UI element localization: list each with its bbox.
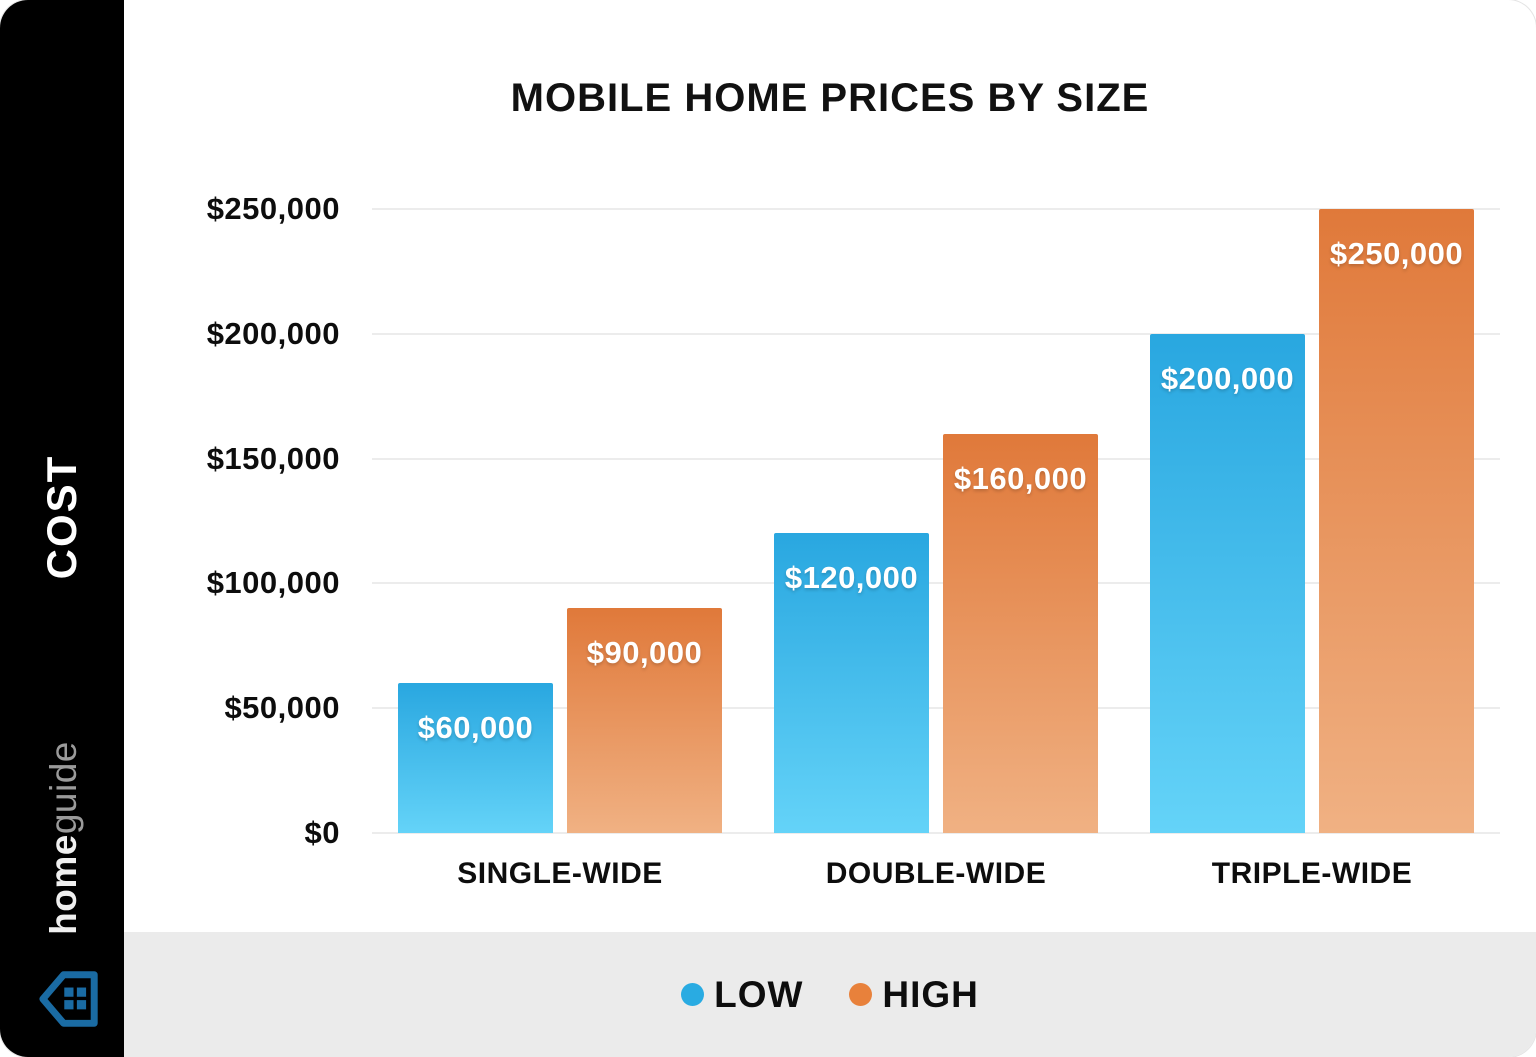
gridline xyxy=(372,332,1500,335)
bar-low-double-wide: $120,000 xyxy=(774,533,929,833)
legend-dot-icon xyxy=(681,983,705,1006)
gridline xyxy=(372,707,1500,710)
gridline xyxy=(372,208,1500,210)
bar-value-label: $120,000 xyxy=(784,560,919,596)
bar-low-triple-wide: $200,000 xyxy=(1150,333,1305,833)
legend-label: LOW xyxy=(714,973,804,1015)
bar-value-label: $200,000 xyxy=(1160,360,1295,396)
legend-item-low: LOW xyxy=(681,974,803,1016)
x-axis-category-label: TRIPLE-WIDE xyxy=(1211,857,1413,890)
brand-wordmark-home: home xyxy=(43,834,84,935)
chart-legend: LOW HIGH xyxy=(124,932,1536,1057)
bar-value-label: $160,000 xyxy=(953,460,1088,496)
chart-title: MOBILE HOME PRICES BY SIZE xyxy=(510,76,1150,120)
bar-value-label: $250,000 xyxy=(1329,236,1464,271)
y-axis-tick-label: $0 xyxy=(304,815,340,850)
bar-value-label: $60,000 xyxy=(417,710,534,746)
bar-high-triple-wide: $250,000 xyxy=(1319,209,1474,833)
y-axis-tick-label: $100,000 xyxy=(206,565,340,601)
y-axis-tick-label: $250,000 xyxy=(206,191,340,226)
brand-wordmark: homeguide xyxy=(43,741,85,935)
legend-label: HIGH xyxy=(882,973,979,1015)
bar-high-single-wide: $90,000 xyxy=(567,608,722,833)
house-logo-icon xyxy=(39,971,98,1027)
legend-dot-icon xyxy=(849,983,873,1006)
brand-wordmark-guide: guide xyxy=(43,741,84,835)
bar-high-double-wide: $160,000 xyxy=(943,433,1098,833)
legend-item-high: HIGH xyxy=(849,974,979,1016)
x-axis-category-label: SINGLE-WIDE xyxy=(457,857,663,890)
bar-low-single-wide: $60,000 xyxy=(398,683,553,833)
gridline xyxy=(372,582,1500,585)
gridline xyxy=(372,457,1500,460)
y-axis-tick-label: $50,000 xyxy=(224,690,340,726)
gridline xyxy=(372,832,1500,834)
y-axis-tick-label: $200,000 xyxy=(206,315,340,351)
x-axis-category-label: DOUBLE-WIDE xyxy=(825,857,1047,890)
bar-value-label: $90,000 xyxy=(586,635,703,671)
y-axis-tick-label: $150,000 xyxy=(206,440,340,476)
sidebar-cost-label: COST xyxy=(38,454,85,580)
sidebar: COST homeguide xyxy=(0,0,124,1057)
